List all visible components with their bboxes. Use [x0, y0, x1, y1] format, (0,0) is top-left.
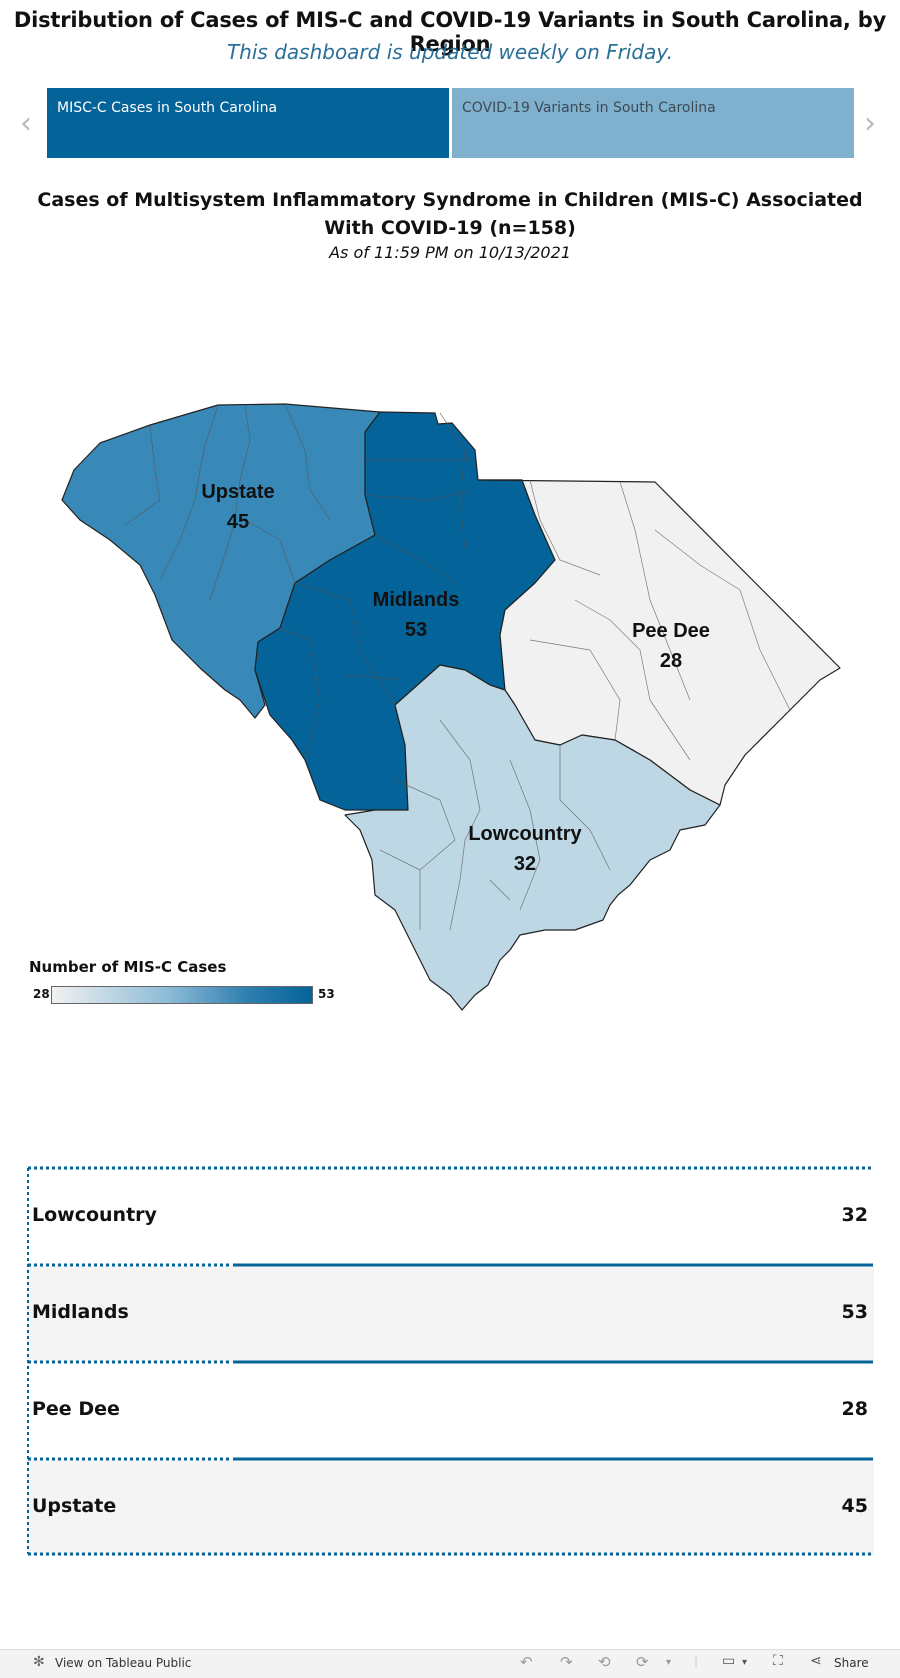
chart-title: Cases of Multisystem Inflammatory Syndro…: [37, 189, 863, 239]
map-value-lowcountry: 32: [514, 853, 536, 875]
row-region: Midlands: [32, 1301, 129, 1323]
page-subtitle: This dashboard is updated weekly on Frid…: [226, 40, 674, 64]
table-row[interactable]: Upstate 45: [27, 1459, 874, 1556]
tab-covid-variants[interactable]: COVID-19 Variants in South Carolina: [452, 88, 854, 158]
fullscreen-icon[interactable]: ⛶: [773, 1653, 783, 1669]
row-cases: 28: [841, 1398, 868, 1420]
page-title: Distribution of Cases of MIS-C and COVID…: [13, 8, 887, 56]
refresh-icon[interactable]: ⟳: [636, 1653, 649, 1671]
map-label-upstate: Upstate: [201, 481, 274, 503]
row-cases: 32: [841, 1204, 868, 1226]
row-cases: 53: [841, 1301, 868, 1323]
region-table: Lowcountry 32 Midlands 53 Pee Dee 28 Ups…: [27, 1166, 874, 1556]
chevron-down-icon[interactable]: ▾: [742, 1657, 748, 1668]
table-borders: [27, 1166, 873, 1556]
tableau-toolbar: ✻ View on Tableau Public ↶ ↷ ⟲ ⟳ ▾ | ▭ ▾…: [0, 1649, 900, 1678]
redo-icon[interactable]: ↷: [560, 1653, 573, 1671]
undo-icon[interactable]: ↶: [520, 1653, 533, 1671]
legend-max: 53: [318, 987, 335, 1001]
region-map: Upstate 45 Midlands 53 Pee Dee 28 Lowcou…: [61, 403, 841, 1011]
row-region: Lowcountry: [32, 1204, 157, 1226]
tab-label: MISC-C Cases in South Carolina: [57, 100, 278, 116]
tab-misc-cases[interactable]: MISC-C Cases in South Carolina: [47, 88, 449, 158]
map-label-midlands: Midlands: [373, 589, 460, 611]
map-value-upstate: 45: [227, 511, 249, 533]
view-on-tableau-link[interactable]: View on Tableau Public: [55, 1656, 192, 1670]
legend-color-scale: [51, 986, 313, 1004]
row-cases: 45: [841, 1495, 868, 1517]
tableau-logo-icon: ✻: [33, 1654, 45, 1670]
row-region: Upstate: [32, 1495, 117, 1517]
chevron-left-icon[interactable]: ‹: [20, 106, 32, 141]
map-value-midlands: 53: [405, 619, 427, 641]
table-row[interactable]: Pee Dee 28: [27, 1362, 874, 1459]
revert-icon[interactable]: ⟲: [598, 1653, 611, 1671]
chevron-right-icon[interactable]: ›: [864, 106, 876, 141]
map-label-lowcountry: Lowcountry: [468, 823, 582, 845]
legend-min: 28: [33, 987, 50, 1001]
toolbar-divider: |: [694, 1654, 699, 1668]
row-region: Pee Dee: [32, 1398, 120, 1420]
share-icon[interactable]: ⋖: [810, 1653, 822, 1669]
region-lowcountry[interactable]: [344, 664, 721, 1011]
tab-label: COVID-19 Variants in South Carolina: [462, 100, 716, 116]
legend-title: Number of MIS-C Cases: [29, 958, 227, 976]
table-row[interactable]: Lowcountry 32: [27, 1168, 874, 1265]
table-row[interactable]: Midlands 53: [27, 1265, 874, 1362]
map-label-peedee: Pee Dee: [632, 620, 710, 642]
map-value-peedee: 28: [660, 650, 682, 672]
chevron-down-icon[interactable]: ▾: [666, 1657, 672, 1668]
comment-icon[interactable]: ▭: [722, 1653, 736, 1669]
share-button[interactable]: Share: [834, 1656, 869, 1670]
as-of-date: As of 11:59 PM on 10/13/2021: [329, 243, 571, 262]
